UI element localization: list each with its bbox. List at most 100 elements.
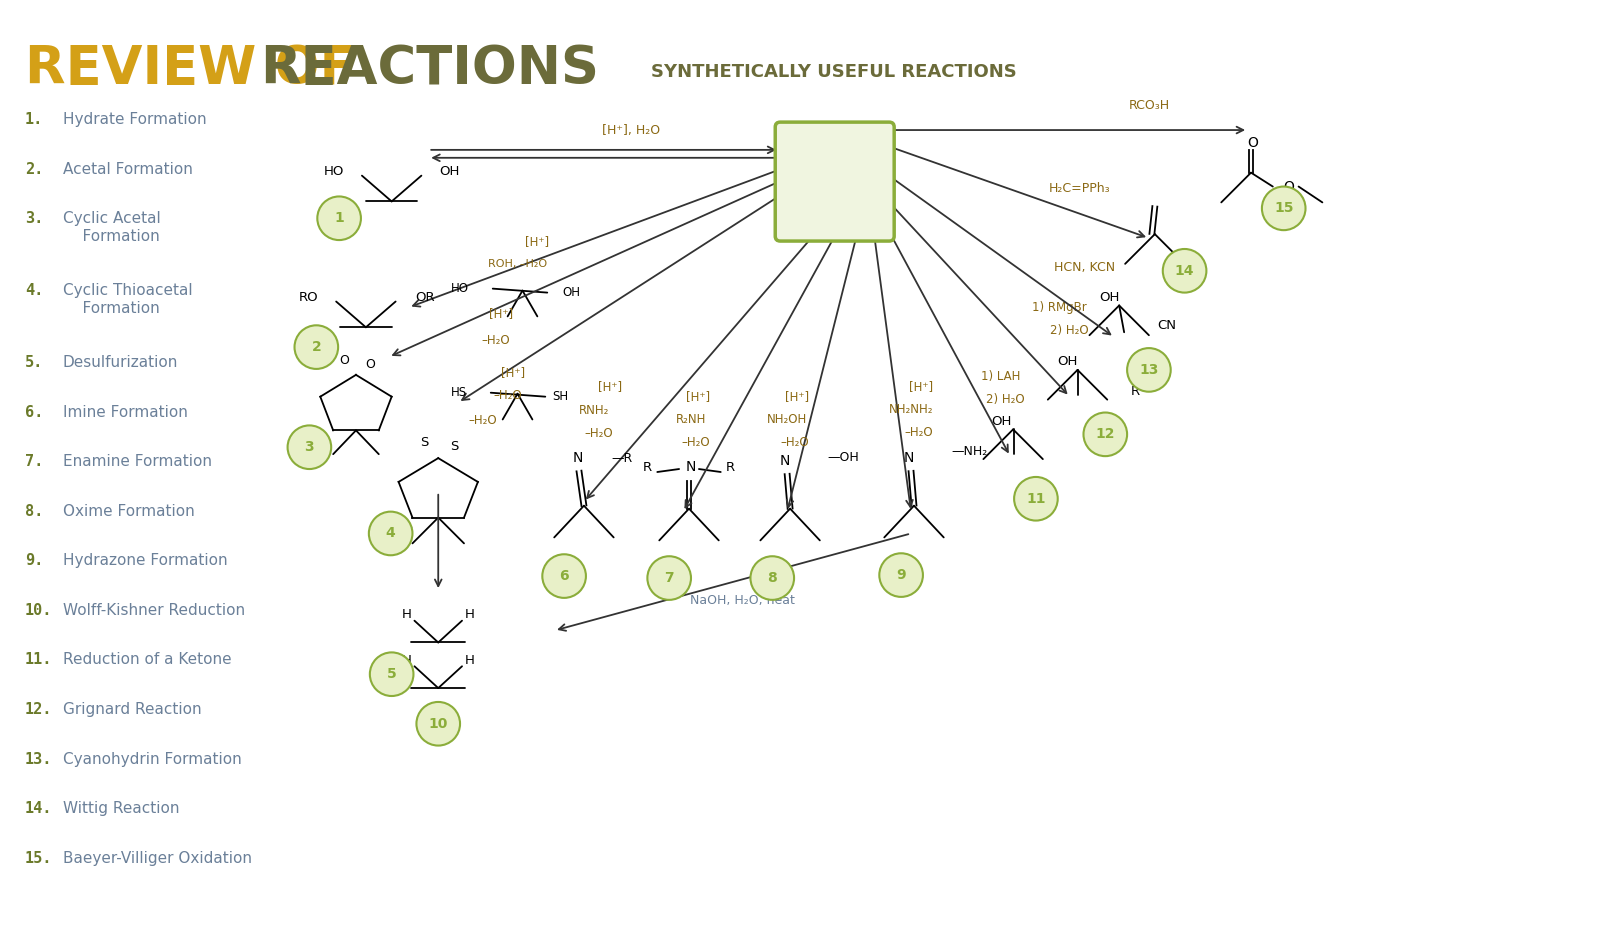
Text: NH₂NH₂: NH₂NH₂: [889, 403, 934, 416]
Text: Oxime Formation: Oxime Formation: [63, 504, 194, 518]
Text: O: O: [366, 359, 375, 371]
Text: Grignard Reaction: Grignard Reaction: [63, 702, 200, 716]
Text: OR: OR: [415, 291, 435, 304]
Text: Desulfurization: Desulfurization: [63, 355, 178, 370]
Text: OH: OH: [561, 286, 581, 299]
Text: Cyclic Thioacetal
    Formation: Cyclic Thioacetal Formation: [63, 283, 192, 315]
Text: 11.: 11.: [26, 652, 53, 667]
Text: 13: 13: [1139, 362, 1158, 377]
Text: –H₂O: –H₂O: [781, 436, 810, 448]
Text: NaOH, H₂O, heat: NaOH, H₂O, heat: [690, 595, 796, 607]
Text: 9.: 9.: [26, 553, 43, 568]
Text: –H₂O: –H₂O: [494, 389, 521, 402]
Text: S: S: [420, 436, 428, 448]
Text: 7.: 7.: [26, 454, 43, 469]
Text: O: O: [1283, 179, 1294, 194]
Text: HCN, KCN: HCN, KCN: [1054, 261, 1115, 275]
Text: REACTIONS: REACTIONS: [260, 42, 598, 94]
Circle shape: [295, 326, 338, 369]
Circle shape: [1163, 249, 1206, 293]
Circle shape: [1262, 187, 1306, 230]
Text: [H⁺]: [H⁺]: [500, 366, 525, 379]
Circle shape: [1083, 413, 1128, 456]
Text: 10.: 10.: [26, 603, 53, 617]
Text: Wolff-Kishner Reduction: Wolff-Kishner Reduction: [63, 603, 245, 617]
Text: Raney
Ni: Raney Ni: [377, 525, 414, 552]
Text: –H₂O: –H₂O: [481, 333, 510, 346]
Text: Acetal Formation: Acetal Formation: [63, 161, 192, 177]
Text: 5.: 5.: [26, 355, 43, 370]
Text: Hydrate Formation: Hydrate Formation: [63, 112, 207, 127]
Text: 6: 6: [560, 569, 569, 583]
Text: 1) RMgBr: 1) RMgBr: [1033, 301, 1088, 314]
Text: [H⁺]: [H⁺]: [598, 380, 622, 394]
Text: 15.: 15.: [26, 851, 53, 866]
Text: S: S: [449, 440, 459, 453]
Text: H: H: [465, 654, 475, 666]
Text: O: O: [338, 355, 350, 367]
Text: 2: 2: [311, 340, 321, 354]
Text: 2.: 2.: [26, 161, 43, 177]
Text: 8: 8: [767, 571, 778, 585]
Text: O: O: [828, 122, 840, 140]
Text: RCO₃H: RCO₃H: [1128, 99, 1169, 111]
Text: Reduction of a Ketone: Reduction of a Ketone: [63, 652, 231, 667]
Text: 15: 15: [1274, 201, 1293, 215]
Text: 13.: 13.: [26, 751, 53, 767]
Text: SYNTHETICALLY USEFUL REACTIONS: SYNTHETICALLY USEFUL REACTIONS: [651, 62, 1017, 80]
Text: OH: OH: [1057, 356, 1078, 368]
Circle shape: [1014, 477, 1057, 520]
Circle shape: [542, 554, 585, 598]
Text: 9: 9: [897, 568, 906, 582]
Text: N: N: [780, 454, 791, 468]
Text: —OH: —OH: [828, 450, 860, 464]
Text: OH: OH: [439, 165, 460, 178]
Text: 1.: 1.: [26, 112, 43, 127]
Text: HO: HO: [451, 282, 468, 295]
Text: R: R: [1131, 385, 1139, 398]
Text: REVIEW OF: REVIEW OF: [26, 42, 374, 94]
Text: 10: 10: [428, 716, 448, 731]
Text: —R: —R: [611, 451, 634, 464]
Text: Enamine Formation: Enamine Formation: [63, 454, 212, 469]
Text: RO: RO: [298, 291, 318, 304]
Text: ROH, –H₂O: ROH, –H₂O: [488, 259, 547, 269]
Circle shape: [287, 426, 330, 469]
Text: –H₂O: –H₂O: [682, 436, 711, 448]
Text: OH: OH: [1099, 291, 1120, 304]
Text: 12.: 12.: [26, 702, 53, 716]
FancyBboxPatch shape: [775, 122, 893, 241]
Text: CN: CN: [1156, 319, 1176, 331]
Text: HO: HO: [324, 165, 345, 178]
Text: 12: 12: [1096, 428, 1115, 442]
Text: NH₂OH: NH₂OH: [767, 413, 807, 426]
Text: 2) H₂O: 2) H₂O: [1051, 324, 1089, 337]
Text: —NH₂: —NH₂: [951, 445, 988, 458]
Text: Cyclic Acetal
    Formation: Cyclic Acetal Formation: [63, 211, 160, 244]
Circle shape: [369, 512, 412, 555]
Text: [H⁺], H₂O: [H⁺], H₂O: [603, 124, 661, 137]
Circle shape: [648, 556, 691, 599]
Text: H: H: [401, 654, 412, 666]
Circle shape: [318, 196, 361, 240]
Text: 14.: 14.: [26, 801, 53, 816]
Text: –H₂O: –H₂O: [468, 414, 497, 427]
Text: 7: 7: [664, 571, 674, 585]
Text: R₂NH: R₂NH: [675, 413, 706, 426]
Text: 2) H₂O: 2) H₂O: [986, 393, 1025, 406]
Text: 3: 3: [305, 440, 314, 454]
Text: H₂C=PPh₃: H₂C=PPh₃: [1049, 182, 1110, 195]
Text: [H⁺]: [H⁺]: [525, 234, 550, 247]
Text: H: H: [465, 608, 475, 621]
Text: R: R: [643, 461, 651, 474]
Text: SH: SH: [552, 390, 568, 403]
Text: [H⁺]: [H⁺]: [489, 307, 513, 320]
Text: 3.: 3.: [26, 211, 43, 227]
Text: 8.: 8.: [26, 504, 43, 518]
Text: Baeyer-Villiger Oxidation: Baeyer-Villiger Oxidation: [63, 851, 252, 866]
Text: [H⁺]: [H⁺]: [909, 380, 934, 394]
Circle shape: [371, 652, 414, 696]
Text: 14: 14: [1174, 263, 1195, 278]
Text: H: H: [401, 608, 412, 621]
Text: –H₂O: –H₂O: [584, 427, 613, 440]
